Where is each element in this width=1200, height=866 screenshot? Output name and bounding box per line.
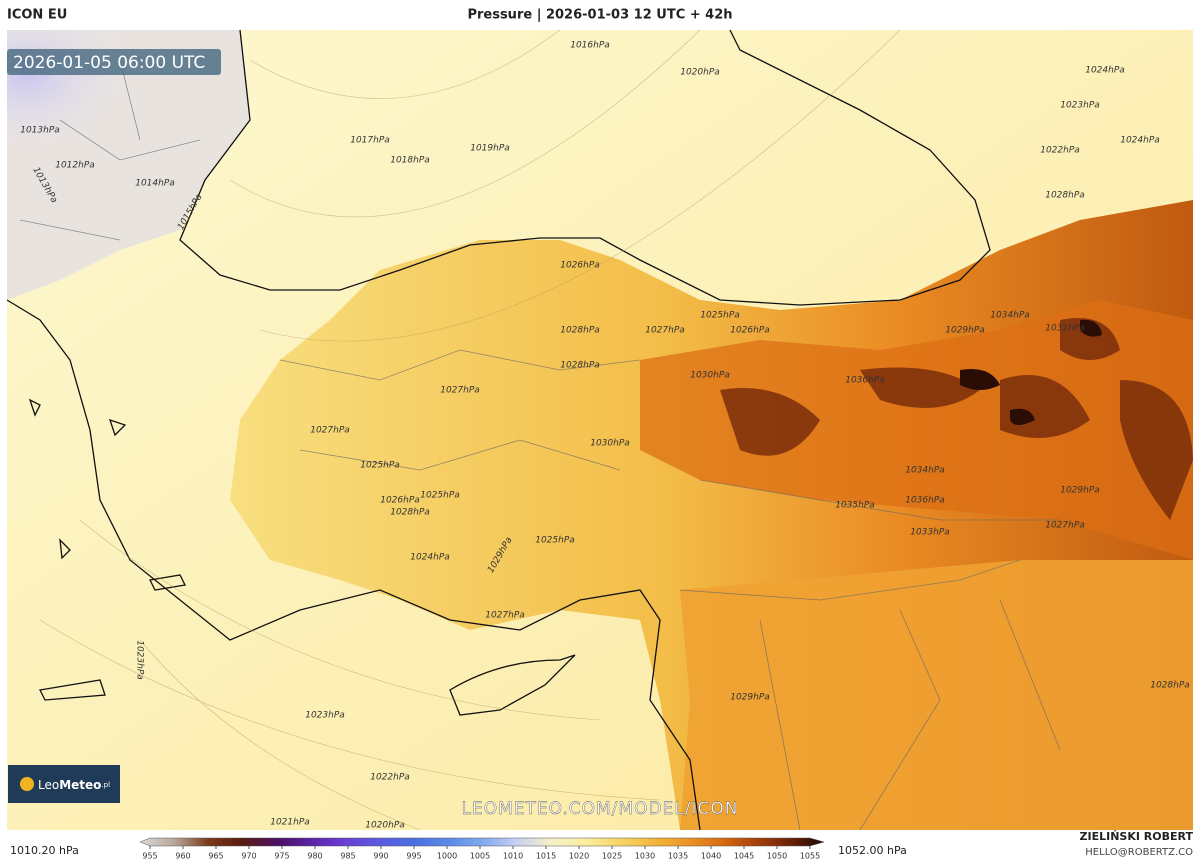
- colorbar-tick-label: 995: [406, 852, 421, 861]
- logo-light: Leo: [38, 778, 59, 792]
- colorbar-tick-label: 980: [307, 852, 322, 861]
- isobar-label: 1025hPa: [420, 491, 460, 501]
- isobar-label: 1024hPa: [1085, 66, 1125, 76]
- isobar-label: 1027hPa: [310, 426, 350, 436]
- colorbar-tick-label: 985: [340, 852, 355, 861]
- colorbar-tick-label: 960: [175, 852, 190, 861]
- isobar-label: 1028hPa: [1150, 681, 1190, 691]
- isobar-label: 1013hPa: [20, 126, 60, 136]
- colorbar-tick-label: 975: [274, 852, 289, 861]
- colorbar-tick-label: 1025: [602, 852, 622, 861]
- isobar-label: 1026hPa: [730, 326, 770, 336]
- isobar-label: 1023hPa: [1060, 101, 1100, 111]
- isobar-label: 1029hPa: [945, 326, 985, 336]
- isobar-label: 1027hPa: [1045, 521, 1085, 531]
- isobar-label: 1027hPa: [440, 386, 480, 396]
- isobar-label: 1030hPa: [690, 371, 730, 381]
- isobar-label: 1026hPa: [380, 496, 420, 506]
- isobar-label: 1012hPa: [55, 161, 95, 171]
- author-name: ZIELIŃSKI ROBERT: [1080, 830, 1194, 843]
- isobar-label: 1027hPa: [645, 326, 685, 336]
- logo-suffix: .pl: [101, 781, 110, 789]
- isobar-label: 1020hPa: [365, 821, 405, 831]
- isobar-label: 1028hPa: [1045, 191, 1085, 201]
- isobar-label: 1024hPa: [1120, 136, 1160, 146]
- legend-min: 1010.20 hPa: [10, 844, 79, 857]
- isobar-label: 1035hPa: [835, 501, 875, 511]
- isobar-label: 1025hPa: [700, 311, 740, 321]
- logo: LeoMeteo.pl: [38, 778, 110, 792]
- colorbar-tick-label: 965: [208, 852, 223, 861]
- isobar-label: 1029hPa: [1060, 486, 1100, 496]
- colorbar-bar: [139, 837, 825, 847]
- map: [6, 29, 1193, 831]
- isobar-label: 1027hPa: [485, 611, 525, 621]
- isobar-label: 1021hPa: [270, 818, 310, 828]
- isobar-label: 1034hPa: [905, 466, 945, 476]
- isobar-label: 1034hPa: [990, 311, 1030, 321]
- colorbar-tick-label: 1015: [536, 852, 556, 861]
- colorbar-tick-label: 1030: [635, 852, 655, 861]
- colorbar-tick-label: 1010: [503, 852, 523, 861]
- isobar-label: 1019hPa: [470, 144, 510, 154]
- isobar-label: 1022hPa: [370, 773, 410, 783]
- isobar-label: 1036hPa: [905, 496, 945, 506]
- colorbar-tick-label: 970: [241, 852, 256, 861]
- author-email: HELLO@ROBERTZ.CO: [1085, 847, 1193, 858]
- isobar-label: 1025hPa: [535, 536, 575, 546]
- isobar-label: 1023hPa: [135, 640, 145, 680]
- logo-sun: [20, 777, 34, 791]
- isobar-label: 1036hPa: [845, 376, 885, 386]
- title: Pressure | 2026-01-03 12 UTC + 42h: [467, 8, 732, 23]
- colorbar-tick-label: 1035: [668, 852, 688, 861]
- colorbar: 955 960 965 970 975 980 985 990 995 1000 1005 1010 1…: [139, 837, 825, 861]
- isobar-label: 1028hPa: [390, 508, 430, 518]
- colorbar-tick-label: 1040: [701, 852, 721, 861]
- logo-bold: Meteo: [59, 778, 101, 792]
- isobar-label: 1020hPa: [680, 68, 720, 78]
- colorbar-tick-label: 1045: [734, 852, 754, 861]
- isobar-label: 1016hPa: [570, 41, 610, 51]
- isobar-label: 1023hPa: [305, 711, 345, 721]
- isobar-label: 1028hPa: [560, 326, 600, 336]
- model-name: ICON EU: [7, 8, 67, 23]
- legend-max: 1052.00 hPa: [838, 844, 907, 857]
- isobar-label: 1022hPa: [1040, 146, 1080, 156]
- isobar-label: 1014hPa: [135, 179, 175, 189]
- timestamp: 2026-01-05 06:00 UTC: [13, 53, 205, 73]
- isobar-label: 1030hPa: [590, 439, 630, 449]
- colorbar-tick-label: 1005: [470, 852, 490, 861]
- colorbar-tick-label: 955: [142, 852, 157, 861]
- colorbar-tick-label: 1020: [569, 852, 589, 861]
- isobar-label: 1017hPa: [350, 136, 390, 146]
- isobar-label: 1024hPa: [410, 553, 450, 563]
- isobar-label: 1031hPa: [1045, 324, 1085, 334]
- isobar-label: 1028hPa: [560, 361, 600, 371]
- watermark: LEOMETEO.COM/MODEL/ICON: [462, 799, 739, 819]
- isobar-label: 1018hPa: [390, 156, 430, 166]
- colorbar-tick-label: 1050: [767, 852, 787, 861]
- colorbar-tick-label: 1000: [437, 852, 457, 861]
- isobar-label: 1026hPa: [560, 261, 600, 271]
- isobar-label: 1029hPa: [730, 693, 770, 703]
- colorbar-tick-label: 990: [373, 852, 388, 861]
- isobar-label: 1025hPa: [360, 461, 400, 471]
- timestamp-box: [7, 49, 221, 75]
- colorbar-tick-label: 1055: [800, 852, 820, 861]
- isobar-label: 1033hPa: [910, 528, 950, 538]
